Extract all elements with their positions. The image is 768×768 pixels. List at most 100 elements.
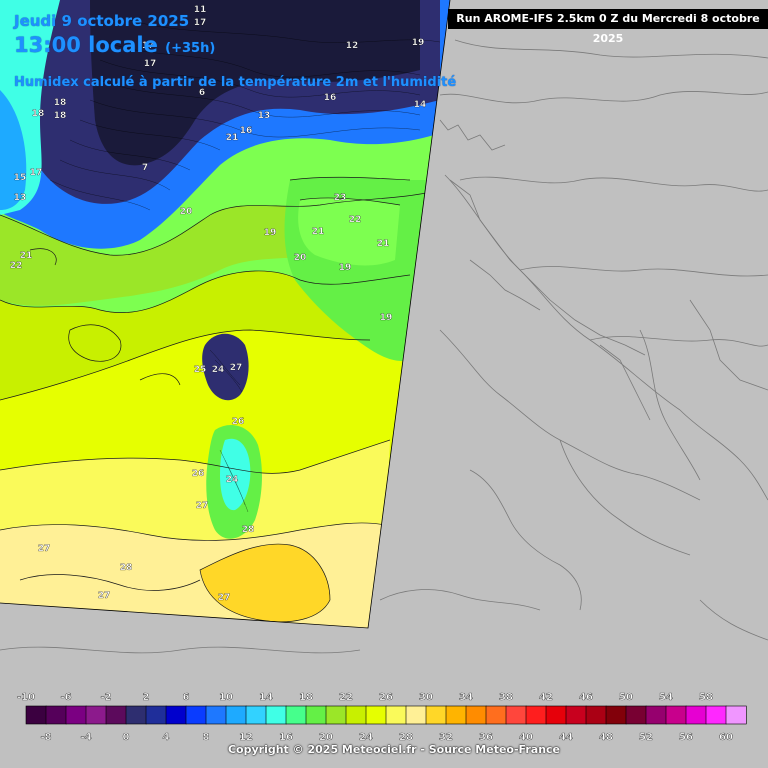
copyright-notice: Copyright © 2025 Meteociel.fr - Source M… (227, 743, 561, 756)
legend-tick-label: 48 (599, 732, 613, 743)
legend-tick-label: -8 (40, 732, 51, 743)
legend-tick-label: 28 (399, 732, 413, 743)
legend-swatch (65, 705, 87, 725)
legend-swatch (45, 705, 67, 725)
map-label: 13 (258, 111, 271, 121)
map-label: 21 (377, 239, 390, 249)
legend-tick-label: 50 (619, 692, 633, 703)
map-label: 18 (32, 109, 45, 119)
legend-tick-label: 58 (699, 692, 713, 703)
map-label: 18 (54, 111, 67, 121)
legend-tick-label: 0 (123, 732, 130, 743)
legend-tick-label: 24 (359, 732, 373, 743)
map-label: 6 (199, 88, 205, 98)
legend-swatch (185, 705, 207, 725)
map-label: 19 (264, 228, 277, 238)
forecast-local-time: 13:00 locale (14, 33, 158, 57)
map-description: Humidex calculé à partir de la températu… (14, 75, 457, 90)
domain-edge (0, 0, 451, 629)
legend-swatch (605, 705, 627, 725)
legend-tick-label: 36 (479, 732, 493, 743)
map-label: 25 (194, 365, 207, 375)
legend-tick-label: 42 (539, 692, 553, 703)
map-label: 27 (218, 593, 231, 603)
legend-swatch (305, 705, 327, 725)
legend-tick-label: 40 (519, 732, 533, 743)
legend-swatch (405, 705, 427, 725)
legend-swatch (505, 705, 527, 725)
map-label: 16 (240, 126, 253, 136)
map-label: 24 (226, 475, 239, 485)
map-label: 15 (14, 173, 27, 183)
map-label: 12 (346, 41, 359, 51)
map-value-labels: 11 17 17 18 12 19 18 16 14 15 18 17 6 13… (10, 5, 427, 603)
legend-tick-label: 10 (219, 692, 233, 703)
legend-swatch (645, 705, 667, 725)
legend-swatch (425, 705, 447, 725)
legend-swatch (465, 705, 487, 725)
legend-tick-label: 16 (279, 732, 293, 743)
country-borders (0, 39, 768, 654)
map-label: 17 (194, 18, 207, 28)
map-label: 17 (30, 168, 43, 178)
legend-top-labels: -10 -6 -2 2 6 10 14 18 22 26 30 34 38 42 46 50 54 58 (17, 692, 713, 703)
legend-tick-label: 56 (679, 732, 693, 743)
legend-tick-label: -4 (80, 732, 91, 743)
legend-tick-label: 12 (239, 732, 253, 743)
map-label: 21 (20, 251, 33, 261)
map-label: 21 (226, 133, 239, 143)
legend-tick-label: 18 (299, 692, 313, 703)
map-label: 27 (98, 591, 111, 601)
legend-swatch (585, 705, 607, 725)
legend-tick-label: -2 (100, 692, 111, 703)
legend-tick-label: 30 (419, 692, 433, 703)
legend-swatch (85, 705, 107, 725)
legend-tick-label: 52 (639, 732, 653, 743)
adriatic-coast (449, 179, 651, 421)
forecast-lead-time: (+35h) (165, 41, 216, 56)
legend-tick-label: 2 (143, 692, 150, 703)
legend-tick-label: 20 (319, 732, 333, 743)
map-label: 27 (38, 544, 51, 554)
legend-swatch (205, 705, 227, 725)
legend-swatch (525, 705, 547, 725)
legend-tick-label: -10 (17, 692, 35, 703)
legend-swatch (265, 705, 287, 725)
legend-tick-label: 38 (499, 692, 513, 703)
legend-tick-label: 46 (579, 692, 593, 703)
legend-tick-label: 14 (259, 692, 273, 703)
legend-tick-label: 6 (183, 692, 190, 703)
map-label: 21 (312, 227, 325, 237)
map-label: 28 (120, 563, 133, 573)
legend-tick-label: 34 (459, 692, 473, 703)
legend-color-scale (25, 705, 747, 725)
legend-tick-label: 32 (439, 732, 453, 743)
map-label: 28 (242, 525, 255, 535)
map-label: 20 (294, 253, 307, 263)
legend-swatch (345, 705, 367, 725)
map-label: 26 (192, 469, 205, 479)
map-label: 17 (142, 41, 155, 51)
map-label: 19 (380, 313, 393, 323)
legend-tick-label: 4 (163, 732, 170, 743)
legend-tick-label: 26 (379, 692, 393, 703)
legend-swatch (685, 705, 707, 725)
legend-swatch (445, 705, 467, 725)
forecast-time: 13:00 locale (+35h) (14, 33, 215, 57)
legend-swatch (165, 705, 187, 725)
legend-swatch (705, 705, 727, 725)
legend-swatch (365, 705, 387, 725)
map-label: 19 (412, 38, 425, 48)
legend-tick-label: -6 (60, 692, 71, 703)
map-label: 27 (196, 501, 209, 511)
model-domain (0, 0, 450, 628)
legend-swatch (105, 705, 127, 725)
map-label: 20 (180, 207, 193, 217)
legend-swatch (225, 705, 247, 725)
map-label: 14 (414, 100, 427, 110)
legend-swatch (245, 705, 267, 725)
legend-swatch (145, 705, 167, 725)
legend-swatch (285, 705, 307, 725)
legend-swatch (725, 705, 747, 725)
map-label: 18 (54, 98, 67, 108)
